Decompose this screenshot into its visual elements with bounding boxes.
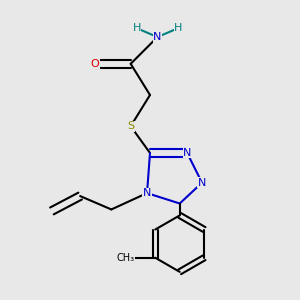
Text: N: N — [153, 32, 162, 42]
Text: H: H — [132, 23, 141, 33]
Text: S: S — [127, 121, 134, 131]
Text: N: N — [143, 188, 151, 198]
Text: N: N — [183, 148, 191, 158]
Text: O: O — [91, 59, 99, 69]
Text: CH₃: CH₃ — [116, 253, 135, 263]
Text: H: H — [174, 23, 182, 33]
Text: N: N — [198, 178, 206, 188]
